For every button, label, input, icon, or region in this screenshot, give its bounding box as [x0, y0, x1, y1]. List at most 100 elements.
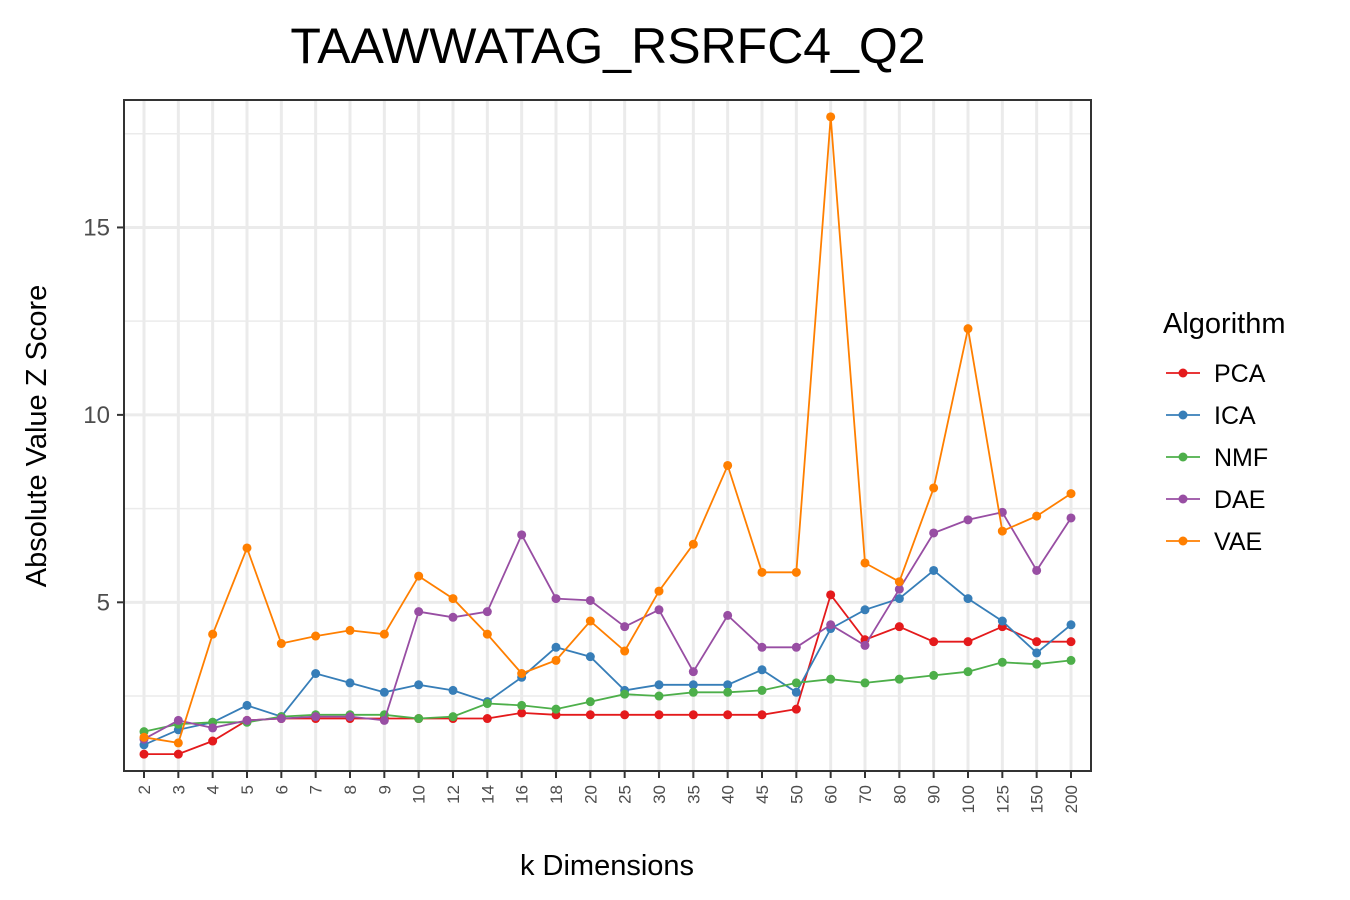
data-point-nmf: [1066, 655, 1076, 665]
data-point-dae: [791, 642, 801, 652]
x-tick-label: 2: [135, 785, 154, 794]
legend-key-point: [1178, 536, 1188, 546]
x-tick-label: 100: [959, 785, 978, 813]
data-point-dae: [688, 667, 698, 677]
data-point-dae: [585, 595, 595, 605]
x-tick-label: 25: [616, 785, 635, 804]
data-point-vae: [345, 625, 355, 635]
data-point-nmf: [688, 687, 698, 697]
data-point-pca: [620, 710, 630, 720]
data-point-ica: [414, 680, 424, 690]
data-point-nmf: [860, 678, 870, 688]
data-point-nmf: [791, 678, 801, 688]
legend: Algorithm PCA ICA NMF DAE VAE: [1163, 308, 1286, 556]
data-point-nmf: [894, 674, 904, 684]
data-point-pca: [139, 749, 149, 759]
data-point-dae: [1066, 513, 1076, 523]
y-tick-label: 5: [97, 589, 110, 616]
x-tick-label: 45: [753, 785, 772, 804]
data-point-vae: [688, 539, 698, 549]
data-point-nmf: [757, 685, 767, 695]
series-line-dae: [143, 511, 1072, 740]
data-point-vae: [482, 629, 492, 639]
data-point-pca: [894, 622, 904, 632]
y-tick-label: 10: [83, 402, 110, 429]
data-point-nmf: [620, 689, 630, 699]
x-tick-label: 60: [822, 785, 841, 804]
data-point-vae: [723, 460, 733, 470]
x-tick-label: 12: [444, 785, 463, 804]
data-point-ica: [688, 680, 698, 690]
legend-label-pca: PCA: [1214, 360, 1266, 388]
data-point-nmf: [482, 699, 492, 709]
data-point-pca: [929, 637, 939, 647]
data-point-ica: [551, 642, 561, 652]
x-tick-label: 3: [169, 785, 188, 794]
x-tick-label: 125: [993, 785, 1012, 813]
data-point-pca: [791, 704, 801, 714]
data-point-ica: [791, 687, 801, 697]
data-point-ica: [585, 652, 595, 662]
data-point-ica: [242, 700, 252, 710]
x-tick-label: 5: [238, 785, 257, 794]
x-tick-label: 18: [547, 785, 566, 804]
data-point-dae: [276, 714, 286, 724]
x-tick-label: 40: [719, 785, 738, 804]
data-point-nmf: [654, 691, 664, 701]
data-point-dae: [173, 715, 183, 725]
data-point-pca: [585, 710, 595, 720]
data-point-vae: [276, 639, 286, 649]
x-tick-label: 14: [478, 785, 497, 804]
x-tick-label: 16: [513, 785, 532, 804]
data-point-ica: [345, 678, 355, 688]
legend-title: Algorithm: [1163, 308, 1286, 340]
legend-label-vae: VAE: [1214, 528, 1262, 556]
data-point-dae: [860, 640, 870, 650]
data-point-dae: [448, 612, 458, 622]
y-axis-label: Absolute Value Z Score: [21, 285, 53, 588]
x-tick-label: 90: [925, 785, 944, 804]
x-tick-label: 8: [341, 785, 360, 794]
data-point-nmf: [723, 687, 733, 697]
data-point-pca: [757, 710, 767, 720]
data-point-ica: [860, 605, 870, 615]
data-point-pca: [963, 637, 973, 647]
x-tick-label: 30: [650, 785, 669, 804]
data-point-ica: [929, 565, 939, 575]
data-point-dae: [1032, 565, 1042, 575]
data-point-vae: [517, 669, 527, 679]
data-point-pca: [517, 708, 527, 718]
x-tick-label: 35: [684, 785, 703, 804]
series-line-nmf: [143, 659, 1072, 733]
data-point-nmf: [517, 700, 527, 710]
data-point-vae: [654, 586, 664, 596]
data-point-vae: [379, 629, 389, 639]
data-point-dae: [242, 715, 252, 725]
x-tick-label: 50: [787, 785, 806, 804]
data-point-dae: [723, 610, 733, 620]
data-point-pca: [482, 714, 492, 724]
data-point-vae: [620, 646, 630, 656]
legend-key-point: [1178, 368, 1188, 378]
legend-key-point: [1178, 410, 1188, 420]
chart-title: TAAWWATAG_RSRFC4_Q2: [290, 18, 925, 74]
data-point-nmf: [414, 714, 424, 724]
data-point-vae: [139, 732, 149, 742]
legend-label-nmf: NMF: [1214, 444, 1268, 472]
data-point-dae: [620, 622, 630, 632]
data-point-dae: [482, 607, 492, 617]
x-axis-label: k Dimensions: [520, 850, 694, 882]
data-point-vae: [242, 543, 252, 553]
data-point-pca: [1032, 637, 1042, 647]
data-point-pca: [208, 736, 218, 746]
x-tick-label: 6: [272, 785, 291, 794]
data-point-nmf: [585, 697, 595, 707]
data-point-vae: [826, 112, 836, 122]
data-point-ica: [654, 680, 664, 690]
x-tick-label: 150: [1028, 785, 1047, 813]
data-point-nmf: [448, 712, 458, 722]
data-point-vae: [311, 631, 321, 641]
data-point-nmf: [826, 674, 836, 684]
data-point-dae: [894, 584, 904, 594]
